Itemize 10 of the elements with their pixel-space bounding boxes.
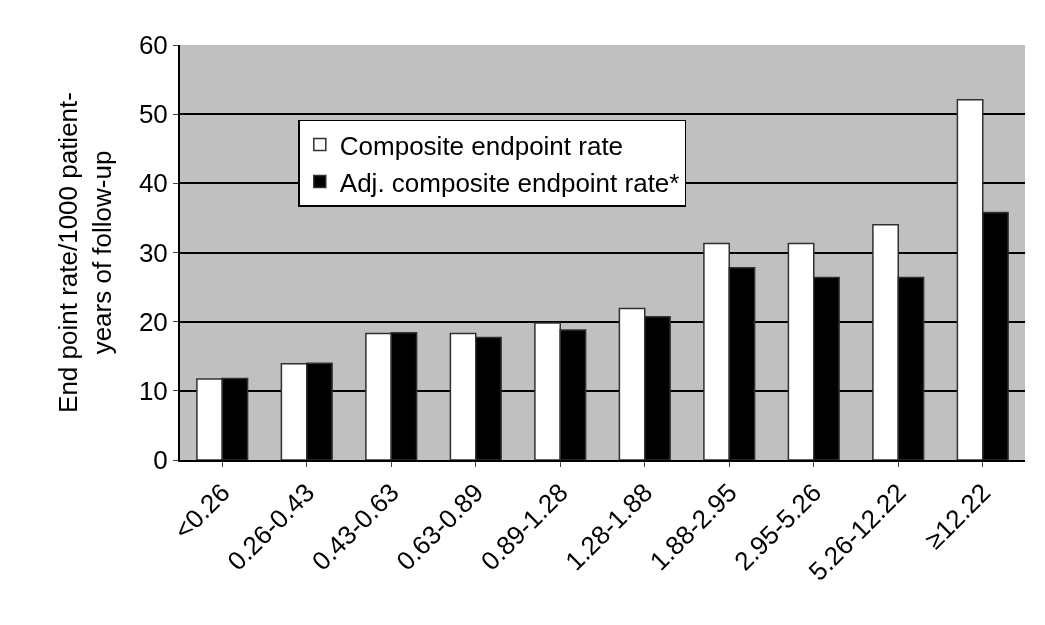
y-tick-label: 50 [138, 99, 168, 130]
y-tick-label: 60 [138, 30, 168, 61]
y-tick-label: 20 [138, 306, 168, 337]
y-axis-title: End point rate/1000 patient- years of follow-up [52, 92, 117, 413]
legend-label: Adj. composite endpoint rate* [339, 167, 680, 198]
y-tick-label: 0 [153, 445, 168, 476]
y-tick-label: 10 [138, 375, 168, 406]
y-tick-label: 40 [138, 168, 168, 199]
y-tick-label: 30 [138, 237, 168, 268]
legend-label: Composite endpoint rate [339, 130, 624, 161]
